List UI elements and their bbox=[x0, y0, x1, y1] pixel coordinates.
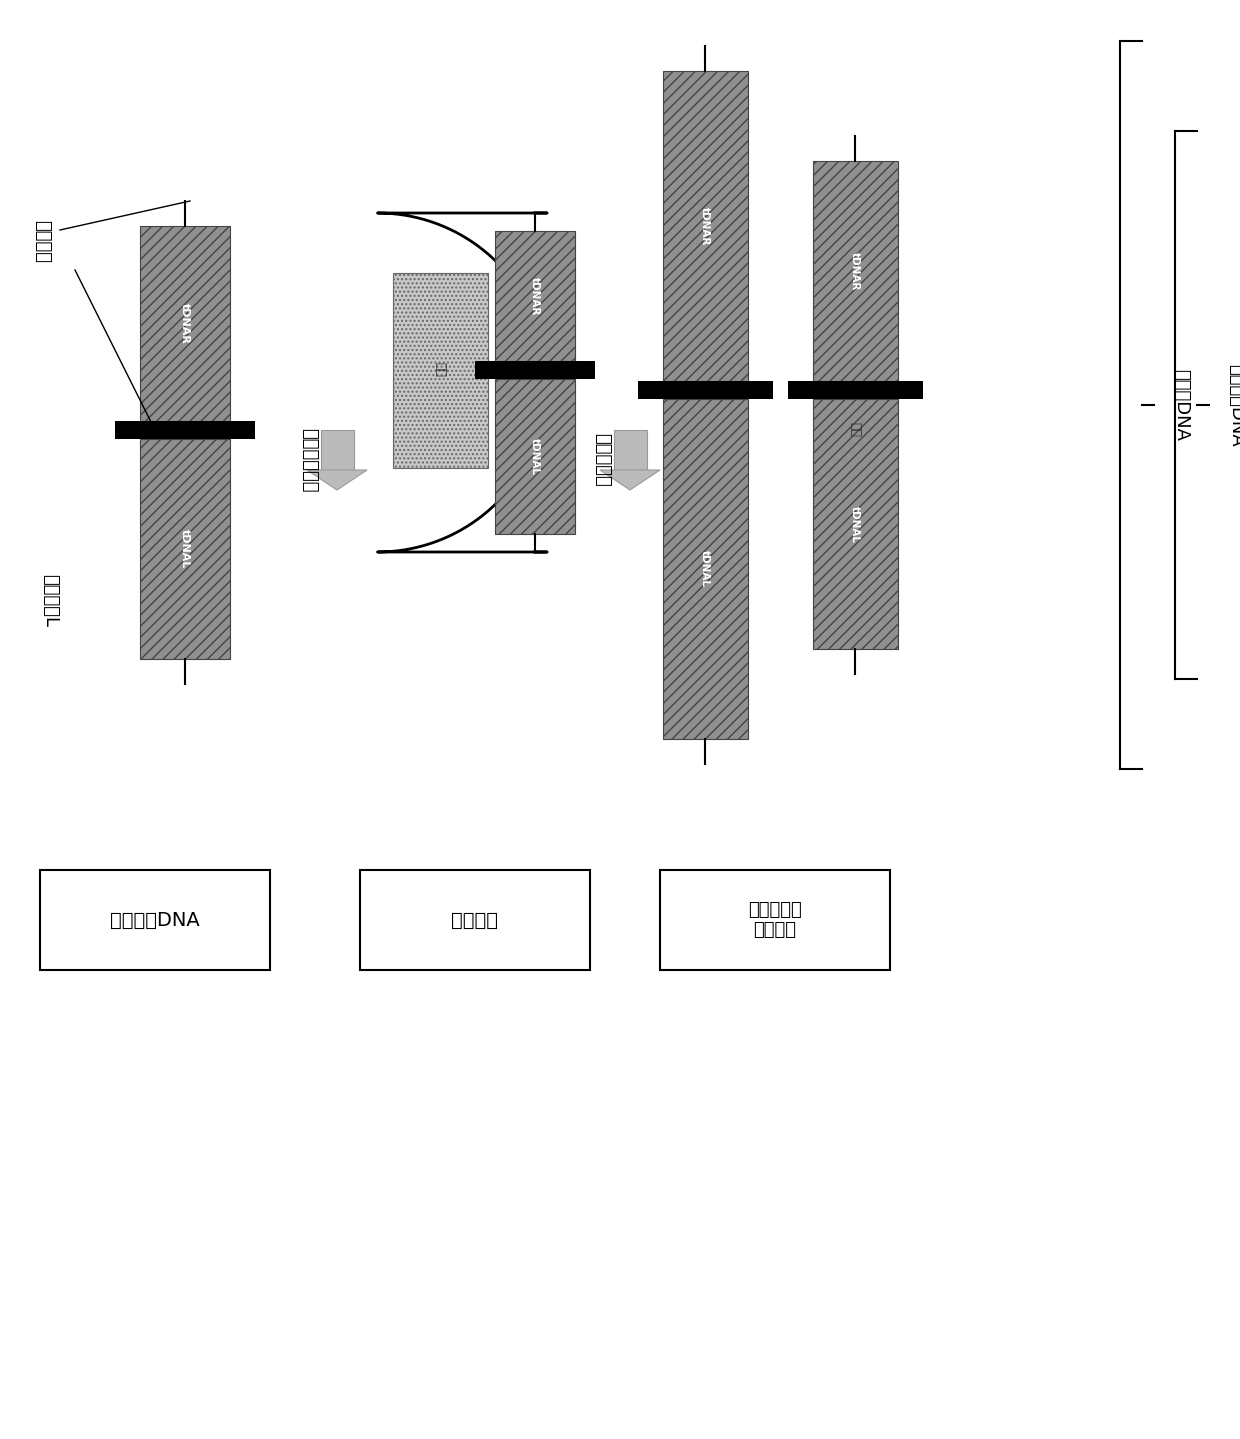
Text: 选择: 选择 bbox=[434, 363, 446, 377]
Bar bbox=[495, 232, 575, 361]
Text: 插入序列: 插入序列 bbox=[33, 220, 51, 263]
Bar bbox=[40, 871, 270, 970]
Text: tDNAL: tDNAL bbox=[849, 505, 861, 543]
Bar bbox=[360, 871, 590, 970]
Text: 组装质体: 组装质体 bbox=[451, 911, 498, 930]
Text: 基因组DNA: 基因组DNA bbox=[1172, 368, 1190, 440]
Bar bbox=[637, 381, 773, 399]
Text: 所插入的DNA: 所插入的DNA bbox=[1228, 364, 1240, 446]
Text: tDNAL: tDNAL bbox=[180, 530, 190, 568]
Text: 直接重复L: 直接重复L bbox=[41, 574, 60, 626]
Bar bbox=[812, 399, 898, 649]
Bar bbox=[115, 422, 255, 439]
Polygon shape bbox=[308, 471, 367, 491]
Bar bbox=[614, 430, 646, 471]
Bar bbox=[475, 361, 595, 378]
Bar bbox=[812, 161, 898, 381]
Bar bbox=[393, 272, 487, 468]
Bar bbox=[660, 871, 890, 970]
Text: tDNAL: tDNAL bbox=[701, 551, 711, 587]
Text: tDNAR: tDNAR bbox=[849, 252, 861, 291]
Bar bbox=[662, 71, 748, 381]
Polygon shape bbox=[600, 471, 660, 491]
Text: 产生插入DNA: 产生插入DNA bbox=[110, 911, 200, 930]
Bar bbox=[140, 439, 229, 659]
Text: 整合到目标
基因组中: 整合到目标 基因组中 bbox=[748, 901, 802, 940]
Text: 选择: 选择 bbox=[848, 423, 862, 437]
Bar bbox=[787, 381, 923, 399]
Bar bbox=[140, 226, 229, 422]
Text: tDNAR: tDNAR bbox=[529, 276, 539, 315]
Text: 转化利选择: 转化利选择 bbox=[593, 433, 611, 486]
Text: tDNAR: tDNAR bbox=[180, 304, 190, 344]
Bar bbox=[495, 378, 575, 534]
Text: tDNAL: tDNAL bbox=[529, 437, 539, 475]
Bar bbox=[815, 345, 895, 515]
Text: 克隆到载体中: 克隆到载体中 bbox=[300, 427, 317, 492]
Text: tDNAR: tDNAR bbox=[701, 207, 711, 245]
Bar bbox=[320, 430, 353, 471]
Bar bbox=[662, 399, 748, 740]
